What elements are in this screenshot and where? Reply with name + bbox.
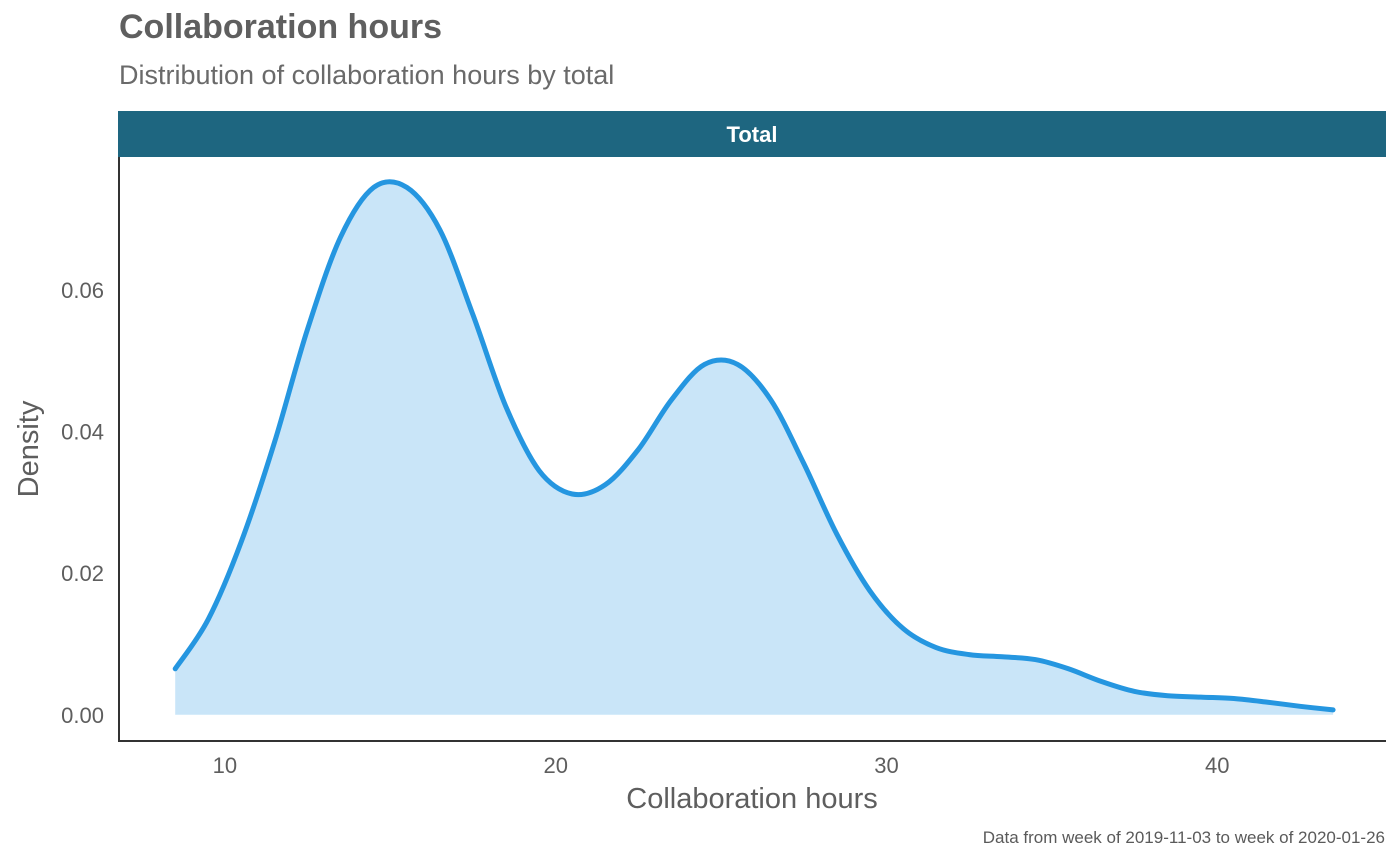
density-area — [175, 181, 1334, 715]
y-axis-title: Density — [13, 400, 45, 497]
x-tick-label: 30 — [874, 753, 898, 778]
x-tick-label: 40 — [1205, 753, 1229, 778]
plot-marks — [172, 179, 1336, 715]
chart-title: Collaboration hours — [119, 8, 442, 46]
data-caption: Data from week of 2019-11-03 to week of … — [982, 828, 1385, 847]
y-tick-label: 0.06 — [61, 278, 104, 303]
x-tick-labels: 10 20 30 40 — [213, 753, 1230, 778]
x-axis-title: Collaboration hours — [626, 783, 877, 815]
x-tick-label: 10 — [213, 753, 237, 778]
x-tick-label: 20 — [543, 753, 567, 778]
y-tick-label: 0.00 — [61, 703, 104, 728]
y-tick-label: 0.04 — [61, 420, 104, 445]
y-tick-labels: 0.00 0.02 0.04 0.06 — [61, 278, 104, 728]
chart-subtitle: Distribution of collaboration hours by t… — [119, 60, 615, 90]
facet-strip-label: Total — [727, 122, 778, 147]
density-line — [172, 179, 1336, 713]
facet-strip — [118, 111, 1386, 157]
y-tick-label: 0.02 — [61, 561, 104, 586]
